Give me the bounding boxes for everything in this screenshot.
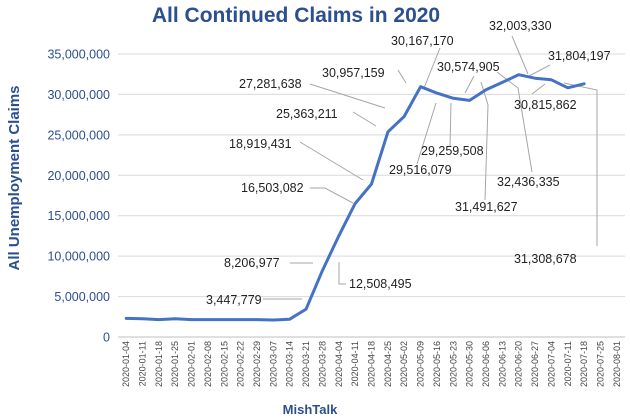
x-tick-label: 2020-06-27 — [530, 341, 540, 387]
data-label: 18,919,431 — [229, 137, 292, 151]
x-tick-label: 2020-02-29 — [252, 341, 262, 387]
x-tick-label: 2020-05-30 — [465, 341, 475, 387]
x-tick-label: 2020-05-02 — [399, 341, 409, 387]
x-tick-label: 2020-05-09 — [416, 341, 426, 387]
x-tick-label: 2020-03-14 — [285, 341, 295, 387]
data-label: 32,436,335 — [497, 175, 560, 189]
leader-line — [496, 71, 533, 173]
data-label: 30,167,170 — [391, 34, 454, 48]
x-tick-label: 2020-03-28 — [317, 341, 327, 387]
data-label: 30,815,862 — [514, 98, 577, 112]
leader-line — [397, 69, 407, 84]
leader-line — [528, 64, 551, 77]
leader-line — [352, 111, 377, 127]
x-tick-label: 2020-01-18 — [154, 341, 164, 387]
x-tick-label: 2020-07-25 — [595, 341, 605, 387]
x-tick-label: 2020-04-04 — [334, 341, 344, 387]
x-tick-label: 2020-06-06 — [481, 341, 491, 387]
x-tick-label: 2020-04-11 — [350, 341, 360, 386]
y-axis-ticks: 0 5,000,000 10,000,000 15,000,000 20,000,000… — [47, 48, 110, 345]
data-label: 12,508,495 — [349, 277, 412, 291]
x-tick-label: 2020-04-25 — [383, 341, 393, 387]
data-label: 27,281,638 — [239, 77, 302, 91]
x-tick-label: 2020-05-16 — [432, 341, 442, 387]
y-tick-label: 25,000,000 — [47, 128, 110, 142]
x-tick-label: 2020-01-11 — [138, 341, 148, 386]
x-axis-label: MishTalk — [283, 402, 338, 417]
series-line — [124, 73, 586, 322]
data-label-layer: 3,447,779 8,206,977 12,508,495 16,503,082 18… — [206, 19, 611, 307]
y-tick-label: 30,000,000 — [47, 88, 110, 102]
leader-line — [416, 102, 437, 165]
data-label: 29,259,508 — [421, 144, 484, 158]
data-label: 30,574,905 — [437, 60, 500, 74]
x-tick-label: 2020-02-15 — [219, 341, 229, 387]
x-tick-label: 2020-06-13 — [497, 341, 507, 387]
x-tick-label: 2020-01-25 — [170, 341, 180, 387]
data-label: 3,447,779 — [206, 293, 262, 307]
x-tick-label: 2020-04-18 — [367, 341, 377, 387]
y-tick-label: 20,000,000 — [47, 169, 110, 183]
leader-line — [310, 187, 354, 204]
data-label: 31,308,678 — [514, 252, 577, 266]
y-tick-label: 5,000,000 — [54, 290, 110, 304]
leader-line — [338, 262, 346, 285]
data-label: 30,957,159 — [322, 66, 385, 80]
x-tick-label: 2020-01-04 — [121, 341, 131, 387]
y-tick-label: 35,000,000 — [47, 48, 110, 62]
leader-line — [299, 141, 364, 181]
y-axis-label: All Unemployment Claims — [6, 85, 23, 270]
data-label: 8,206,977 — [224, 256, 280, 270]
x-tick-label: 2020-08-01 — [612, 341, 622, 387]
x-tick-label: 2020-02-01 — [187, 341, 197, 387]
data-label: 16,503,082 — [241, 181, 304, 195]
leader-line — [449, 102, 452, 147]
leader-line — [464, 75, 475, 94]
y-tick-label: 0 — [103, 331, 110, 345]
leader-line — [309, 83, 386, 109]
gridlines — [118, 53, 625, 338]
x-tick-label: 2020-06-20 — [514, 341, 524, 387]
data-label: 31,804,197 — [548, 49, 611, 63]
x-tick-label: 2020-07-11 — [563, 341, 573, 386]
x-tick-label: 2020-03-21 — [301, 341, 311, 387]
x-tick-label: 2020-02-22 — [236, 341, 246, 387]
leader-line — [531, 83, 546, 95]
x-tick-label: 2020-02-08 — [203, 341, 213, 387]
x-tick-label: 2020-05-23 — [448, 341, 458, 387]
leader-line — [423, 47, 441, 89]
leader-line — [511, 35, 529, 75]
x-tick-label: 2020-07-04 — [546, 341, 556, 387]
x-axis-ticks: 2020-01-04 2020-01-11 2020-01-18 2020-01-25… — [121, 341, 622, 387]
data-label: 29,516,079 — [389, 163, 452, 177]
y-tick-label: 15,000,000 — [47, 209, 110, 223]
x-tick-label: 2020-03-07 — [268, 341, 278, 387]
data-label: 25,363,211 — [276, 107, 338, 121]
data-label: 32,003,330 — [489, 19, 552, 33]
series-layer — [124, 73, 586, 322]
y-tick-label: 10,000,000 — [47, 250, 110, 264]
chart-title: All Continued Claims in 2020 — [152, 4, 440, 27]
annotation-leader-lines — [263, 35, 598, 300]
data-label: 31,491,627 — [455, 200, 518, 214]
leader-line — [480, 81, 489, 201]
x-tick-label: 2020-07-18 — [579, 341, 589, 387]
